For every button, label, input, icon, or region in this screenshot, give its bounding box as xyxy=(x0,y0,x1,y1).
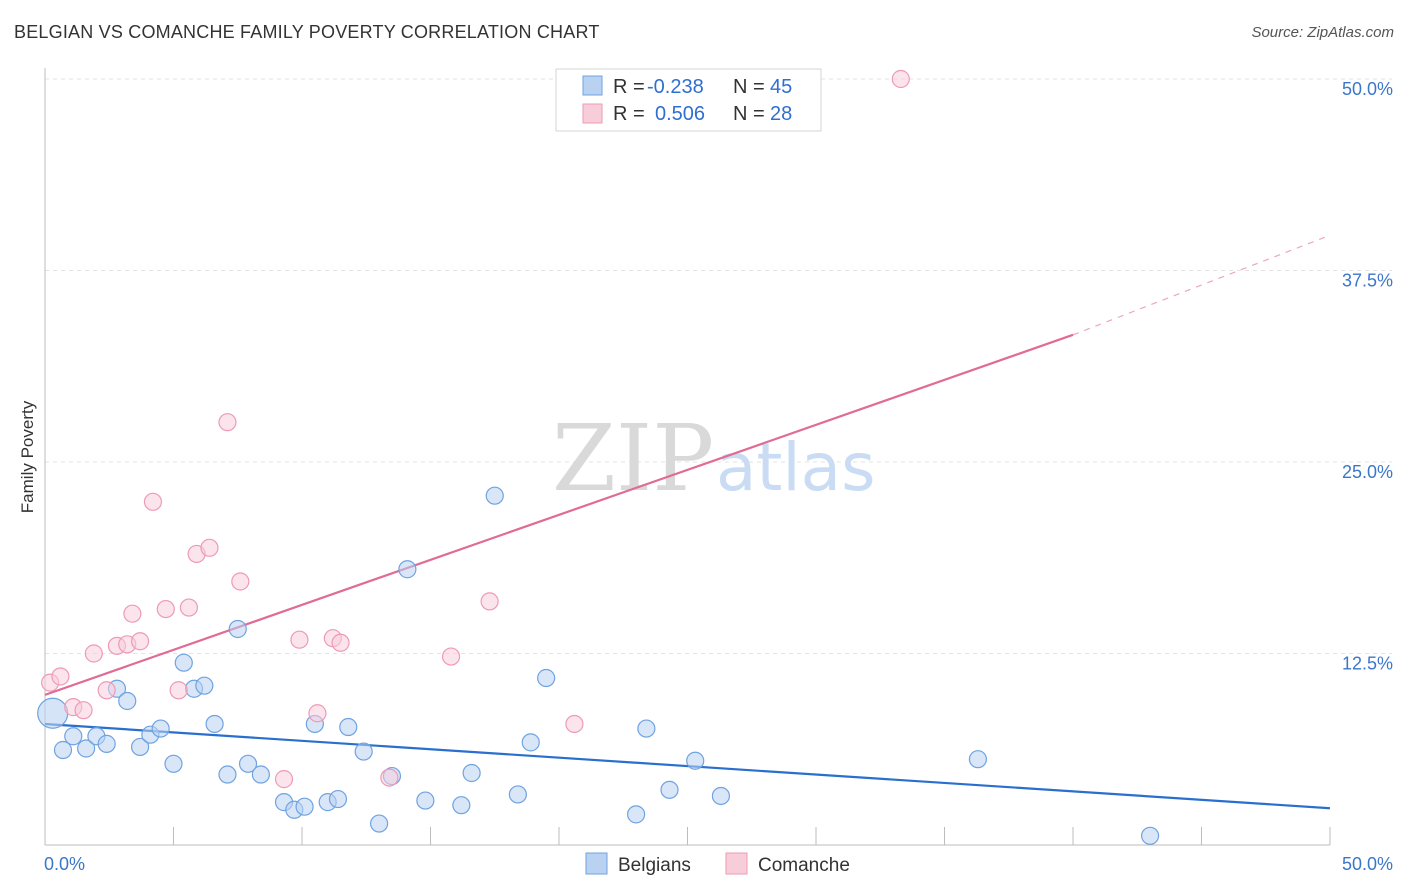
bottom-legend-label-comanche: Comanche xyxy=(758,855,850,876)
y-tick-label-2: 37.5% xyxy=(1342,271,1393,291)
point-comanche-4 xyxy=(84,644,103,663)
point-belgians-40 xyxy=(660,780,679,799)
point-comanche-16 xyxy=(218,413,237,432)
point-belgians-43 xyxy=(968,750,988,769)
bottom-legend: Belgians Comanche xyxy=(585,852,850,876)
point-belgians-10 xyxy=(151,719,170,738)
point-comanche-20 xyxy=(308,704,327,723)
point-belgians-27 xyxy=(354,742,373,761)
point-comanche-11 xyxy=(156,599,175,619)
y-tick-label-1: 25.0% xyxy=(1342,462,1393,482)
trend-line-belgians xyxy=(44,722,1331,810)
legend-swatch-comanche xyxy=(582,103,603,124)
gridlines xyxy=(45,78,1392,654)
point-comanche-26 xyxy=(565,714,584,734)
point-comanche-1 xyxy=(51,667,70,686)
bottom-legend-swatch-belgians xyxy=(585,852,608,875)
trend-lines xyxy=(44,234,1331,810)
watermark-zip: ZIP xyxy=(552,405,714,512)
point-comanche-12 xyxy=(169,681,188,700)
point-comanche-24 xyxy=(441,647,461,666)
y-tick-labels: 12.5% 25.0% 37.5% 50.0% xyxy=(1342,79,1393,674)
point-comanche-23 xyxy=(380,768,399,787)
point-belgians-26 xyxy=(339,717,358,737)
trend-line-comanche xyxy=(44,333,1074,696)
chart-source: Source: ZipAtlas.com xyxy=(1251,24,1394,41)
trend-line-comanche-extension xyxy=(1072,234,1331,336)
point-comanche-17 xyxy=(231,572,250,591)
legend-r-label-comanche: R = xyxy=(613,103,645,125)
point-belgians-32 xyxy=(452,796,471,815)
point-belgians-34 xyxy=(485,486,504,505)
legend-n-value-belgians: 45 xyxy=(770,76,792,98)
point-comanche-27 xyxy=(891,69,910,89)
point-belgians-42 xyxy=(711,786,731,806)
watermark-atlas: atlas xyxy=(716,429,876,506)
point-belgians-35 xyxy=(508,785,527,804)
point-belgians-33 xyxy=(462,763,481,783)
point-belgians-5 xyxy=(97,734,116,753)
point-comanche-9 xyxy=(130,632,150,651)
point-comanche-3 xyxy=(74,701,93,720)
point-belgians-19 xyxy=(251,765,270,784)
legend-r-value-comanche: 0.506 xyxy=(655,103,705,125)
point-belgians-30 xyxy=(398,560,417,579)
point-comanche-25 xyxy=(480,592,499,611)
point-belgians-18 xyxy=(238,754,258,773)
chart-title: BELGIAN VS COMANCHE FAMILY POVERTY CORRE… xyxy=(14,22,600,42)
point-comanche-19 xyxy=(290,630,309,649)
legend-n-value-comanche: 28 xyxy=(770,103,792,125)
y-tick-label-0: 12.5% xyxy=(1342,654,1393,674)
point-belgians-14 xyxy=(195,676,214,695)
point-belgians-2 xyxy=(64,727,83,746)
point-comanche-5 xyxy=(97,681,116,700)
legend-r-value-belgians: -0.238 xyxy=(647,76,704,98)
x-tick-labels: 0.0% 50.0% xyxy=(44,854,1393,874)
point-comanche-10 xyxy=(143,492,163,511)
point-belgians-11 xyxy=(164,754,183,773)
point-belgians-44 xyxy=(1140,826,1160,845)
bottom-legend-swatch-comanche xyxy=(725,852,748,875)
point-belgians-22 xyxy=(295,797,314,816)
point-belgians-38 xyxy=(626,805,646,824)
legend: R = -0.238 N = 45 R = 0.506 N = 28 xyxy=(555,68,822,132)
point-comanche-22 xyxy=(331,633,350,652)
point-belgians-8 xyxy=(130,737,150,757)
point-belgians-12 xyxy=(174,653,193,672)
point-belgians-36 xyxy=(521,733,540,752)
point-belgians-37 xyxy=(537,668,556,688)
point-belgians-7 xyxy=(118,691,137,711)
point-belgians-25 xyxy=(328,789,348,809)
watermark: ZIP atlas xyxy=(552,405,876,512)
data-points xyxy=(37,69,1160,845)
point-belgians-39 xyxy=(637,719,656,738)
point-belgians-16 xyxy=(218,765,237,784)
x-tick-label-max: 50.0% xyxy=(1342,854,1393,874)
point-belgians-1 xyxy=(53,740,73,760)
y-tick-label-3: 50.0% xyxy=(1342,79,1393,99)
point-belgians-28 xyxy=(370,814,389,833)
point-comanche-15 xyxy=(200,538,219,557)
legend-swatch-belgians xyxy=(582,75,603,96)
x-tick-label-min: 0.0% xyxy=(44,854,85,874)
point-belgians-31 xyxy=(416,791,435,810)
point-comanche-8 xyxy=(123,604,142,623)
point-comanche-18 xyxy=(274,770,294,789)
point-belgians-41 xyxy=(686,751,705,770)
point-belgians-17 xyxy=(228,619,247,639)
point-comanche-13 xyxy=(179,598,199,617)
legend-n-label-belgians: N = xyxy=(733,76,765,98)
legend-n-label-comanche: N = xyxy=(733,103,765,125)
point-belgians-15 xyxy=(205,714,224,734)
point-belgians-3 xyxy=(77,739,96,758)
point-belgians-0 xyxy=(37,697,69,729)
bottom-legend-label-belgians: Belgians xyxy=(618,855,691,876)
legend-r-label-belgians: R = xyxy=(613,76,645,98)
